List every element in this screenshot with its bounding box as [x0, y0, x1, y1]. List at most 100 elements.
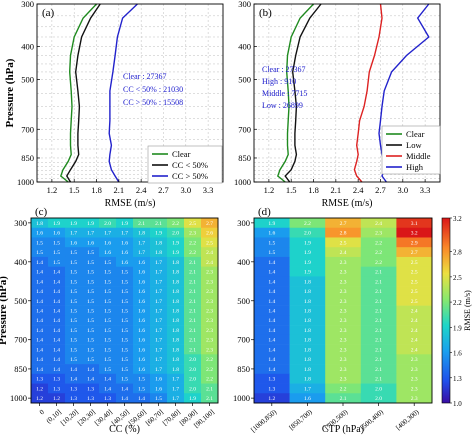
cell-value-label: 1.7	[87, 231, 94, 237]
cell-value-label: 2.1	[375, 367, 382, 373]
heatmap-cell	[254, 325, 290, 336]
x-tick-label: [850,700)	[288, 408, 315, 432]
cell-value-label: 2.2	[340, 386, 347, 392]
cell-value-label: 1.5	[268, 250, 275, 256]
heatmap-cell	[133, 266, 151, 277]
annotation-text: High : 910	[262, 77, 296, 86]
colorbar-tick-label: 1.0	[453, 400, 462, 408]
series-line-1	[284, 3, 322, 183]
cell-value-label: 1.6	[155, 377, 162, 383]
cell-value-label: 1.5	[70, 250, 77, 256]
heatmap-cell	[99, 266, 117, 277]
x-tick-label: 2.7	[375, 185, 386, 195]
heatmap-cell	[48, 247, 66, 258]
cell-value-label: 1.6	[155, 386, 162, 392]
cell-value-label: 2.1	[375, 289, 382, 295]
heatmap-cell	[82, 295, 100, 306]
cell-value-label: 1.5	[121, 367, 128, 373]
x-tick-label: 2.7	[158, 185, 169, 195]
cell-value-label: 1.4	[268, 357, 275, 363]
heatmap-cell	[184, 276, 202, 287]
heatmap-cell	[116, 325, 134, 336]
cell-value-label: 1.7	[155, 309, 162, 315]
cell-value-label: 1.4	[53, 357, 60, 363]
heatmap-cell	[133, 364, 151, 375]
cell-value-label: 1.6	[138, 338, 145, 344]
cell-value-label: 1.4	[53, 279, 60, 285]
cell-value-label: 1.4	[268, 299, 275, 305]
cell-value-label: 2.1	[375, 279, 382, 285]
cell-value-label: 2.1	[206, 386, 213, 392]
x-tick-label: 2.4	[353, 185, 364, 195]
cell-value-label: 1.5	[53, 250, 60, 256]
cell-value-label: 1.5	[70, 260, 77, 266]
heatmap-cell	[396, 334, 433, 345]
heatmap-cell	[31, 334, 49, 345]
cell-value-label: 1.5	[53, 240, 60, 246]
heatmap-cell	[396, 266, 433, 277]
cell-value-label: 1.8	[304, 299, 311, 305]
plot-frame	[36, 3, 224, 183]
cell-value-label: 1.8	[304, 309, 311, 315]
y-tick-label: 500	[14, 296, 27, 306]
heatmap-cell	[48, 305, 66, 316]
x-tick-label: 1.8	[91, 185, 102, 195]
cell-value-label: 1.5	[87, 347, 94, 353]
x-tick-label: 1.2	[264, 185, 275, 195]
cell-value-label: 2.7	[340, 221, 347, 227]
heatmap-cell	[48, 256, 66, 267]
heatmap-cell	[167, 315, 185, 326]
heatmap-cell	[184, 266, 202, 277]
heatmap-cell	[184, 354, 202, 365]
cell-value-label: 1.5	[121, 309, 128, 315]
heatmap-cell	[48, 276, 66, 287]
cell-value-label: 1.6	[121, 250, 128, 256]
heatmap-cell	[201, 364, 219, 375]
heatmap-cell	[116, 227, 134, 238]
y-tick-label: 850	[238, 153, 251, 163]
heatmap-cell	[99, 383, 117, 394]
heatmap-cell	[99, 286, 117, 297]
heatmap-cell	[82, 266, 100, 277]
cell-value-label: 1.6	[138, 299, 145, 305]
x-axis-label: RMSE (m/s)	[322, 198, 373, 209]
heatmap-cell	[360, 276, 397, 287]
heatmap-cell	[201, 295, 219, 306]
heatmap-cell	[184, 383, 202, 394]
heatmap-cell	[184, 364, 202, 375]
heatmap-cell	[48, 266, 66, 277]
heatmap-cell	[201, 354, 219, 365]
heatmap-cell	[48, 373, 66, 384]
heatmap-cell	[325, 227, 362, 238]
heatmap-cell	[116, 247, 134, 258]
cell-value-label: 2.0	[189, 386, 196, 392]
legend-label: CC > 50%	[172, 171, 208, 181]
heatmap-cell	[167, 344, 185, 355]
cell-value-label: 1.9	[304, 250, 311, 256]
cell-value-label: 2.0	[304, 231, 311, 237]
heatmap-cell	[184, 256, 202, 267]
heatmap-cell	[82, 393, 100, 404]
cell-value-label: 2.3	[411, 386, 418, 392]
heatmap-cell	[150, 218, 168, 229]
cell-value-label: 1.5	[104, 338, 111, 344]
cell-value-label: 1.5	[121, 279, 128, 285]
heatmap-cell	[396, 256, 433, 267]
y-tick-label: 850	[21, 153, 34, 163]
heatmap-cell	[184, 315, 202, 326]
heatmap-cell	[289, 227, 326, 238]
cell-value-label: 1.5	[138, 377, 145, 383]
cell-value-label: 1.5	[87, 309, 94, 315]
heatmap-cell	[201, 344, 219, 355]
panel-label: (a)	[42, 7, 55, 19]
y-tick-label: 850	[14, 364, 27, 374]
heatmap-cell	[99, 247, 117, 258]
heatmap-cell	[201, 218, 219, 229]
heatmap-cell	[254, 227, 290, 238]
heatmap-cell	[48, 334, 66, 345]
cell-value-label: 2.1	[189, 318, 196, 324]
cell-value-label: 1.3	[53, 377, 60, 383]
x-tick-label: 3.3	[203, 185, 214, 195]
cell-value-label: 1.4	[53, 270, 60, 276]
cell-value-label: 2.2	[206, 367, 213, 373]
